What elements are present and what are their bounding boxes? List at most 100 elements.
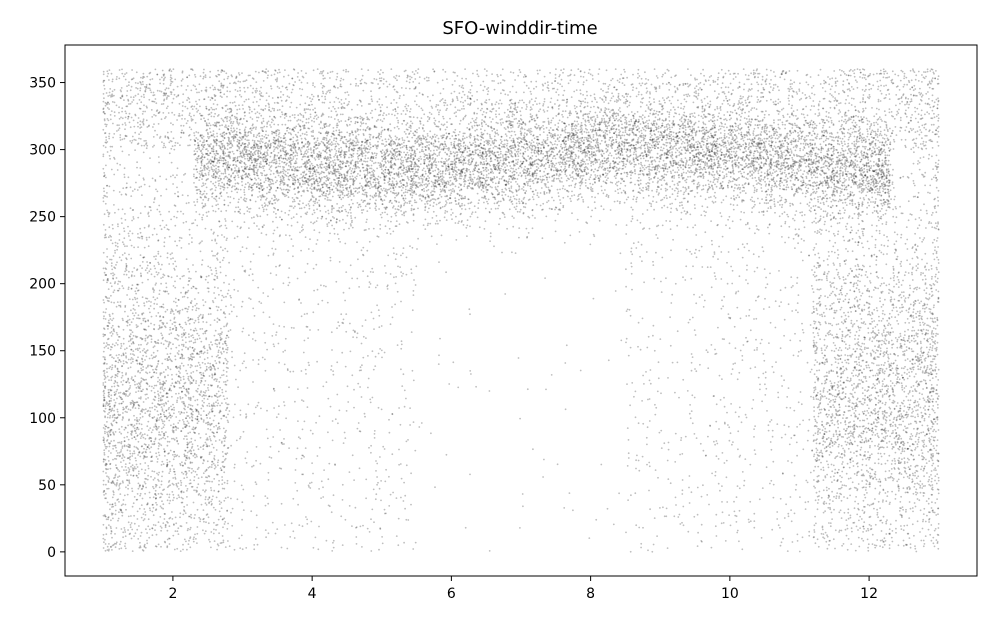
scatter-point xyxy=(196,193,198,195)
scatter-point xyxy=(511,152,513,154)
scatter-point xyxy=(645,122,647,124)
scatter-point xyxy=(693,102,695,104)
scatter-point xyxy=(221,118,223,120)
scatter-point xyxy=(377,162,379,164)
scatter-point xyxy=(518,189,520,191)
scatter-point xyxy=(847,193,849,195)
scatter-point xyxy=(764,172,766,174)
scatter-point xyxy=(337,169,339,171)
scatter-point xyxy=(338,207,340,209)
scatter-point xyxy=(431,186,433,188)
scatter-point xyxy=(559,163,561,165)
scatter-point xyxy=(435,166,437,168)
scatter-point xyxy=(336,150,338,152)
scatter-point xyxy=(805,120,807,122)
scatter-point xyxy=(564,161,566,163)
scatter-point xyxy=(524,144,526,146)
scatter-point xyxy=(444,191,446,193)
scatter-point xyxy=(564,242,566,244)
scatter-point xyxy=(823,202,825,204)
scatter-point xyxy=(707,180,709,182)
scatter-point xyxy=(261,129,263,131)
scatter-point xyxy=(259,195,261,197)
scatter-point xyxy=(420,176,422,178)
scatter-point xyxy=(409,111,411,113)
scatter-point xyxy=(262,185,264,187)
scatter-point xyxy=(692,115,694,117)
scatter-point xyxy=(595,155,597,157)
scatter-point xyxy=(881,185,883,187)
scatter-point xyxy=(876,181,878,183)
scatter-point xyxy=(415,169,417,171)
scatter-point xyxy=(569,110,571,112)
scatter-point xyxy=(389,123,391,125)
scatter-point xyxy=(670,148,672,150)
scatter-point xyxy=(712,144,714,146)
scatter-point xyxy=(753,206,755,208)
scatter-point xyxy=(862,164,864,166)
scatter-point xyxy=(734,159,736,161)
scatter-point xyxy=(369,187,371,189)
scatter-point xyxy=(745,163,747,165)
scatter-point xyxy=(469,142,471,144)
scatter-point xyxy=(260,138,262,140)
scatter-point xyxy=(617,192,619,194)
scatter-point xyxy=(753,172,755,174)
scatter-point xyxy=(817,196,819,198)
scatter-point xyxy=(766,69,768,71)
scatter-point xyxy=(412,247,414,249)
scatter-point xyxy=(536,173,538,175)
scatter-point xyxy=(276,161,278,163)
scatter-point xyxy=(361,178,363,180)
scatter-point xyxy=(657,177,659,179)
scatter-point xyxy=(649,113,651,115)
scatter-point xyxy=(369,241,371,243)
scatter-point xyxy=(843,194,845,196)
scatter-point xyxy=(629,151,631,153)
scatter-point xyxy=(633,151,635,153)
scatter-point xyxy=(839,199,841,201)
scatter-point xyxy=(852,180,854,182)
scatter-point xyxy=(824,157,826,159)
scatter-point xyxy=(564,154,566,156)
scatter-point xyxy=(216,162,218,164)
scatter-point xyxy=(331,225,333,227)
scatter-point xyxy=(605,162,607,164)
scatter-point xyxy=(391,216,393,218)
scatter-point xyxy=(714,124,716,126)
scatter-point xyxy=(608,160,610,162)
scatter-point xyxy=(517,211,519,213)
scatter-point xyxy=(204,157,206,159)
scatter-point xyxy=(823,141,825,143)
scatter-point xyxy=(390,187,392,189)
scatter-point xyxy=(723,199,725,201)
scatter-point xyxy=(510,187,512,189)
scatter-point xyxy=(803,180,805,182)
scatter-point xyxy=(854,203,856,205)
scatter-point xyxy=(789,203,791,205)
scatter-point xyxy=(742,199,744,201)
scatter-point xyxy=(708,184,710,186)
scatter-point xyxy=(359,149,361,151)
scatter-point xyxy=(287,172,289,174)
scatter-point xyxy=(675,199,677,201)
scatter-point xyxy=(865,107,867,109)
scatter-point xyxy=(802,192,804,194)
scatter-point xyxy=(804,162,806,164)
scatter-point xyxy=(662,175,664,177)
scatter-point xyxy=(859,161,861,163)
scatter-point xyxy=(702,108,704,110)
scatter-point xyxy=(525,190,527,192)
scatter-point xyxy=(876,183,878,185)
scatter-point xyxy=(565,153,567,155)
scatter-point xyxy=(427,155,429,157)
scatter-point xyxy=(638,147,640,149)
scatter-point xyxy=(859,191,861,193)
scatter-point xyxy=(216,243,218,245)
scatter-point xyxy=(717,166,719,168)
scatter-point xyxy=(213,116,215,118)
scatter-point xyxy=(370,195,372,197)
scatter-point xyxy=(292,178,294,180)
scatter-point xyxy=(592,146,594,148)
scatter-point xyxy=(338,129,340,131)
